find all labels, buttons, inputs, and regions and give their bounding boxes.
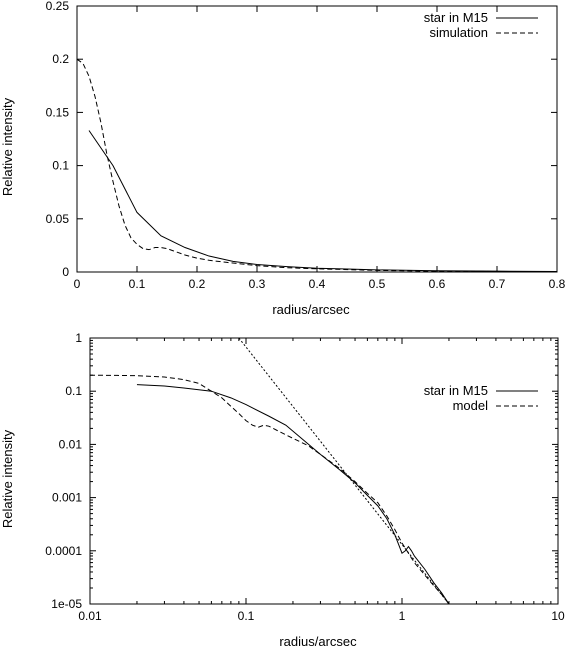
x-tick-label: 0.1 xyxy=(238,609,255,623)
chart-2: 0.01 0.1 1 10 1e-05 0.0001 0.001 0.01 0.1 1 radius… xyxy=(0,331,565,649)
series-line-model xyxy=(90,374,450,604)
y-axis-label: Relative intensity xyxy=(0,429,15,528)
y-axis-label: Relative intensity xyxy=(0,97,15,196)
x-axis-label: radius/arcsec xyxy=(272,302,350,317)
y-tick-label: 0.1 xyxy=(52,159,69,173)
x-tick-label: 0 xyxy=(74,277,81,291)
y-tick-label: 0.0001 xyxy=(45,544,82,558)
y-tick-label: 0.15 xyxy=(46,105,70,119)
y-tick-label: 0.1 xyxy=(65,384,82,398)
y-tick-label: 0.001 xyxy=(52,491,82,505)
legend-label: simulation xyxy=(429,25,488,40)
x-tick-label: 0.6 xyxy=(429,277,446,291)
x-tick-label: 0.3 xyxy=(249,277,266,291)
legend-label: model xyxy=(453,398,489,413)
x-tick-label: 0.7 xyxy=(489,277,506,291)
series-line-simulation xyxy=(77,58,557,272)
y-tick-label: 0.25 xyxy=(46,0,70,13)
x-tick-label: 0.5 xyxy=(369,277,386,291)
x-tick-label: 0.4 xyxy=(309,277,326,291)
x-tick-label: 0.1 xyxy=(129,277,146,291)
y-tick-label: 0 xyxy=(62,265,69,279)
legend-label: star in M15 xyxy=(424,383,488,398)
y-tick-label: 1e-05 xyxy=(51,597,82,611)
series-line-star-in-m15 xyxy=(88,130,557,272)
x-tick-label: 0.2 xyxy=(189,277,206,291)
x-tick-label: 0.8 xyxy=(549,277,566,291)
series-line-power-law xyxy=(238,338,450,604)
chart-1: 0 0.1 0.2 0.3 0.4 0.5 0.6 0.7 0.8 0 0.05 0.1 0.15 0.2… xyxy=(0,0,566,317)
plot-frame xyxy=(76,5,558,273)
y-tick-label: 1 xyxy=(75,331,82,345)
y-tick-label: 0.2 xyxy=(52,52,69,66)
y-tick-label: 0.01 xyxy=(59,437,83,451)
series-line-star-in-m15 xyxy=(136,384,450,604)
y-tick-label: 0.05 xyxy=(46,212,70,226)
x-tick-label: 10 xyxy=(551,609,565,623)
legend-label: star in M15 xyxy=(424,10,488,25)
x-axis-label: radius/arcsec xyxy=(279,634,357,649)
x-tick-label: 0.01 xyxy=(78,609,102,623)
plot-frame xyxy=(89,337,559,605)
x-tick-label: 1 xyxy=(399,609,406,623)
